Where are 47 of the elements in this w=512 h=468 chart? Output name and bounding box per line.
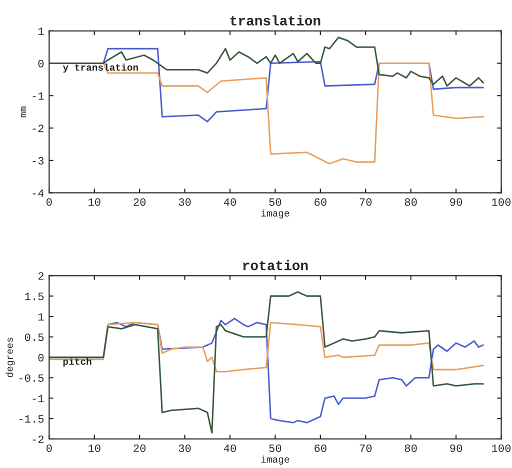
y-tick-label: -2: [32, 436, 44, 444]
x-tick-label: 20: [134, 198, 146, 206]
y-axis-title: degrees: [6, 338, 15, 378]
y-tick-label: 1: [38, 28, 44, 35]
line-series: [49, 36, 484, 87]
x-tick-label: 10: [88, 444, 100, 452]
y-tick-label: -4: [32, 190, 44, 197]
y-tick-label: -0.5: [19, 374, 44, 382]
y-tick-label: -1: [32, 92, 44, 100]
x-tick-label: 70: [360, 444, 372, 452]
x-tick-label: 80: [404, 444, 417, 452]
y-tick-label: 0: [38, 60, 44, 68]
y-tick-label: 2: [38, 272, 44, 280]
x-tick-label: 30: [178, 198, 191, 206]
chart-title: translation: [230, 15, 320, 26]
x-axis-title: image: [261, 456, 290, 465]
x-tick-label: 40: [224, 198, 236, 206]
y-tick-label: -1.5: [19, 415, 44, 423]
x-tick-label: 100: [492, 444, 511, 452]
y-tick-label: 0.5: [24, 333, 44, 342]
x-tick-label: 0: [46, 198, 52, 206]
y-tick-label: -3: [32, 157, 44, 165]
x-tick-label: 90: [450, 444, 462, 452]
x-tick-label: 0: [46, 444, 52, 452]
annotation: pitch: [63, 358, 92, 367]
x-tick-label: 60: [314, 198, 326, 206]
line-series: [49, 291, 484, 434]
x-tick-label: 40: [224, 444, 236, 452]
x-tick-label: 70: [360, 198, 372, 206]
y-tick-label: -2: [32, 124, 44, 132]
y-tick-label: 0: [38, 354, 44, 362]
x-tick-label: 20: [134, 444, 146, 452]
x-tick-label: 50: [269, 444, 282, 452]
y-tick-label: 1.5: [25, 292, 44, 300]
chart-title: rotation: [243, 260, 308, 270]
y-tick-label: 1: [38, 313, 44, 321]
x-axis-title: image: [261, 209, 290, 218]
y-axis-title: mm: [20, 106, 26, 118]
x-tick-label: 90: [450, 198, 462, 206]
x-tick-label: 10: [88, 198, 100, 206]
x-tick-label: 100: [492, 198, 511, 206]
x-tick-label: 50: [269, 198, 282, 206]
y-tick-label: -1: [32, 394, 44, 402]
x-tick-label: 80: [404, 198, 417, 206]
x-tick-label: 60: [314, 444, 326, 452]
line-series: [49, 322, 484, 372]
x-tick-label: 30: [178, 444, 191, 452]
